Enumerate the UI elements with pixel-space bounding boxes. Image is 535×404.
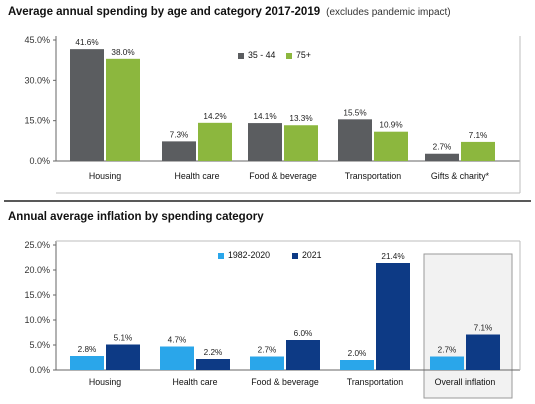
data-label: 5.1% [114, 334, 133, 343]
category-label: Gifts & charity* [431, 171, 490, 181]
data-label: 14.2% [203, 112, 226, 121]
category-label: Overall inflation [435, 377, 496, 387]
legend-swatch [286, 53, 292, 59]
data-label: 10.9% [379, 121, 402, 130]
bar-bottom-0-2 [250, 356, 284, 370]
y-tick-label: 25.0% [24, 240, 50, 250]
chart-top: Average annual spending by age and categ… [4, 6, 531, 202]
bar-top-0-2 [248, 123, 282, 161]
data-label: 6.0% [294, 329, 313, 338]
data-label: 7.3% [170, 130, 189, 139]
category-label: Transportation [345, 171, 402, 181]
data-label: 7.1% [469, 131, 488, 140]
data-label: 21.4% [381, 252, 404, 261]
legend-label: 1982-2020 [228, 250, 270, 260]
y-tick-label: 0.0% [29, 156, 50, 166]
category-label: Transportation [347, 377, 404, 387]
data-label: 2.7% [433, 143, 452, 152]
legend-swatch [218, 253, 224, 259]
legend-swatch [292, 253, 298, 259]
bar-bottom-1-0 [106, 344, 140, 370]
category-label: Housing [89, 377, 121, 387]
data-label: 2.7% [438, 346, 457, 355]
bar-bottom-1-2 [286, 340, 320, 370]
category-label: Health care [175, 171, 220, 181]
bar-top-0-3 [338, 119, 372, 161]
y-tick-label: 5.0% [29, 340, 50, 350]
data-label: 13.3% [289, 114, 312, 123]
data-label: 38.0% [111, 48, 134, 57]
data-label: 2.7% [258, 346, 277, 355]
data-label: 2.2% [204, 348, 223, 357]
data-label: 14.1% [253, 112, 276, 121]
data-label: 7.1% [474, 324, 493, 333]
legend-swatch [238, 53, 244, 59]
bar-bottom-1-1 [196, 359, 230, 370]
category-label: Health care [173, 377, 218, 387]
y-tick-label: 15.0% [24, 116, 50, 126]
bar-bottom-0-0 [70, 356, 104, 370]
data-label: 2.0% [348, 349, 367, 358]
chart-bottom: Annual average inflation by spending cat… [8, 211, 521, 399]
overall-inflation-highlight-box [423, 253, 513, 399]
bar-top-1-0 [106, 58, 140, 162]
chart-top-title: Average annual spending by age and categ… [8, 6, 320, 18]
bar-top-1-4 [461, 141, 495, 161]
bar-top-0-4 [425, 153, 459, 161]
data-label: 41.6% [75, 38, 98, 47]
y-tick-label: 10.0% [24, 315, 50, 325]
data-label: 15.5% [343, 108, 366, 117]
bar-bottom-0-4 [430, 356, 464, 370]
data-label: 2.8% [78, 345, 97, 354]
bar-top-1-3 [374, 131, 408, 161]
legend-label: 35 - 44 [248, 50, 275, 60]
bar-bottom-0-3 [340, 360, 374, 370]
y-tick-label: 15.0% [24, 290, 50, 300]
bar-top-0-0 [70, 49, 104, 161]
legend-label: 75+ [296, 50, 311, 60]
category-label: Food & beverage [251, 377, 319, 387]
y-tick-label: 20.0% [24, 265, 50, 275]
bar-top-0-1 [162, 141, 196, 161]
bar-bottom-1-3 [376, 263, 410, 370]
data-label: 4.7% [168, 336, 187, 345]
category-label: Food & beverage [249, 171, 317, 181]
y-tick-label: 0.0% [29, 365, 50, 375]
bar-top-1-2 [284, 125, 318, 161]
bar-bottom-1-4 [466, 334, 500, 370]
category-label: Housing [89, 171, 121, 181]
bar-bottom-0-1 [160, 346, 194, 370]
chart-bottom-title: Annual average inflation by spending cat… [8, 211, 264, 223]
bar-top-1-1 [198, 122, 232, 161]
y-tick-label: 30.0% [24, 75, 50, 85]
legend-label: 2021 [302, 250, 322, 260]
chart-top-subtitle: (excludes pandemic impact) [326, 7, 451, 18]
y-tick-label: 45.0% [24, 35, 50, 45]
